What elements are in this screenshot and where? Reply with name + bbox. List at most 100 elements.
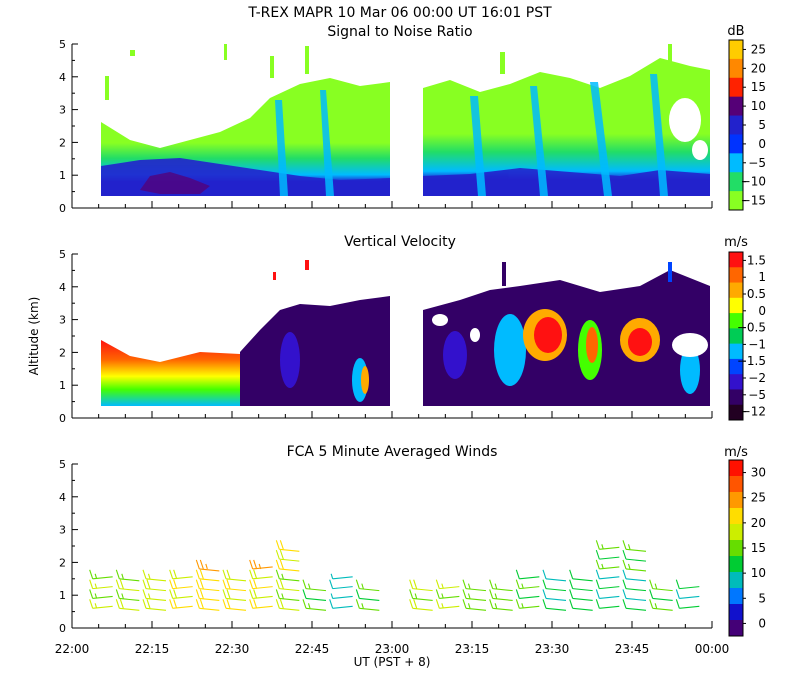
wind-barb: [675, 589, 700, 600]
wind-barb: [142, 569, 167, 582]
wind-barb-feather: [226, 579, 231, 589]
wind-barb-shaft: [492, 588, 513, 592]
wind-barb-shaft: [279, 578, 300, 582]
wind-barb: [515, 589, 540, 600]
wind-barb: [222, 579, 247, 592]
wind-barb: [355, 579, 380, 592]
x-tick-label: 22:00: [55, 642, 90, 656]
wind-barb-half-feather: [494, 593, 498, 599]
wind-barb-half-feather: [467, 593, 471, 599]
colorbar-units: m/s: [724, 235, 748, 250]
wind-barb: [595, 599, 620, 609]
y-tick-label: 3: [59, 314, 66, 327]
wind-barb: [275, 569, 300, 582]
wind-barb-feather: [249, 559, 254, 570]
x-tick-label: 23:00: [375, 642, 410, 656]
wind-barb-feather: [275, 540, 280, 550]
wind-barb-shaft: [145, 578, 167, 582]
wind-barb-feather: [169, 569, 174, 579]
wind-barb-feather: [542, 569, 547, 579]
wind-barb: [595, 579, 620, 590]
wind-barb-feather: [595, 549, 600, 560]
wind-barb: [329, 599, 353, 609]
vv-title: Vertical Velocity: [344, 234, 456, 250]
colorbar-label: 20: [751, 516, 766, 530]
wind-barb: [169, 599, 193, 609]
colorbar-label: 15: [751, 80, 766, 94]
wind-barb-shaft: [492, 607, 513, 611]
wind-barb-feather: [199, 579, 204, 589]
colorbar-label: −12: [741, 405, 766, 419]
wind-barb-feather: [199, 589, 204, 599]
wind-barb-feather: [302, 589, 307, 599]
colorbar-swatch: [729, 476, 743, 493]
wind-barb-feather: [329, 599, 334, 609]
wind-barb-feather: [515, 569, 520, 579]
wind-barb-feather: [115, 569, 120, 579]
wind-barb-feather: [275, 579, 280, 589]
wind-barb-feather: [413, 599, 418, 609]
wind-barb-half-feather: [654, 583, 658, 589]
wind-barb-feather: [173, 589, 178, 599]
wind-barb: [89, 589, 113, 600]
colorbar-label: 5: [758, 591, 766, 605]
wind-barb: [595, 559, 620, 570]
y-tick-label: 0: [59, 202, 66, 215]
colorbar-swatch: [729, 328, 743, 345]
vv-ticks: 0 1 2 3 4 5: [59, 248, 713, 425]
winds-panel: FCA 5 Minute Averaged Winds 0 1 2 3 4 5 m/s30…: [59, 444, 766, 637]
wind-barb-half-feather: [521, 603, 524, 609]
wind-barb: [649, 589, 673, 602]
colorbar-frame: [728, 251, 744, 421]
snr-strong-echo: [140, 172, 210, 194]
wind-barb: [275, 589, 300, 602]
wind-barb-feather: [275, 589, 280, 599]
wind-barb-shaft: [332, 586, 353, 590]
wind-barb-shaft: [279, 568, 300, 572]
wind-barb: [142, 589, 167, 602]
wind-barb: [249, 559, 273, 570]
wind-barb-feather: [173, 599, 178, 609]
wind-barb: [249, 599, 273, 609]
wind-barb-shaft: [145, 607, 167, 611]
wind-barb: [142, 579, 167, 592]
wind-barb: [569, 599, 593, 611]
x-tick-labels: 22:00 22:15 22:30 22:45 23:00 23:15 23:30 23:45…: [55, 642, 730, 656]
wind-barb-half-feather: [307, 583, 311, 589]
wind-barb-shaft: [199, 578, 220, 582]
wind-barb-feather: [515, 579, 520, 589]
winds-axes: [71, 464, 712, 629]
wind-barb-half-feather: [205, 563, 208, 570]
wind-barb-feather: [199, 569, 204, 579]
wind-barb-feather: [226, 589, 231, 599]
wind-barb-feather: [462, 579, 467, 589]
snr-convective-streaks: [275, 74, 668, 196]
wind-barb: [195, 599, 220, 611]
x-tick-label: 22:45: [295, 642, 330, 656]
wind-barb-shaft: [332, 576, 353, 580]
wind-barb-feather: [142, 589, 147, 599]
wind-barb-half-feather: [147, 573, 151, 579]
wind-barb: [409, 589, 433, 602]
wind-barb-shaft: [279, 597, 300, 602]
wind-barb-feather: [249, 589, 254, 599]
wind-barb: [115, 569, 140, 582]
wind-barb: [222, 589, 247, 602]
colorbar-label: 0: [758, 304, 766, 318]
colorbar-swatch: [729, 115, 743, 135]
wind-barb-feather: [622, 579, 627, 589]
wind-barb-feather: [409, 599, 414, 609]
wind-barb-shaft: [305, 588, 327, 592]
colorbar-swatch: [729, 460, 743, 477]
winds-colorbar: m/s30 25 20 15 10 5 0: [724, 445, 766, 637]
wind-barb-feather: [279, 579, 284, 589]
wind-barb: [489, 599, 513, 611]
wind-barb-shaft: [465, 588, 487, 592]
colorbar-swatch: [729, 191, 743, 211]
wind-barb-shaft: [359, 597, 380, 602]
colorbar-label: 5: [758, 118, 766, 132]
wind-barb: [302, 589, 327, 602]
colorbar-label: −15: [741, 194, 766, 208]
y-tick-label: 2: [59, 556, 66, 569]
snr-ticks: 0 1 2 3 4 5: [59, 38, 713, 215]
